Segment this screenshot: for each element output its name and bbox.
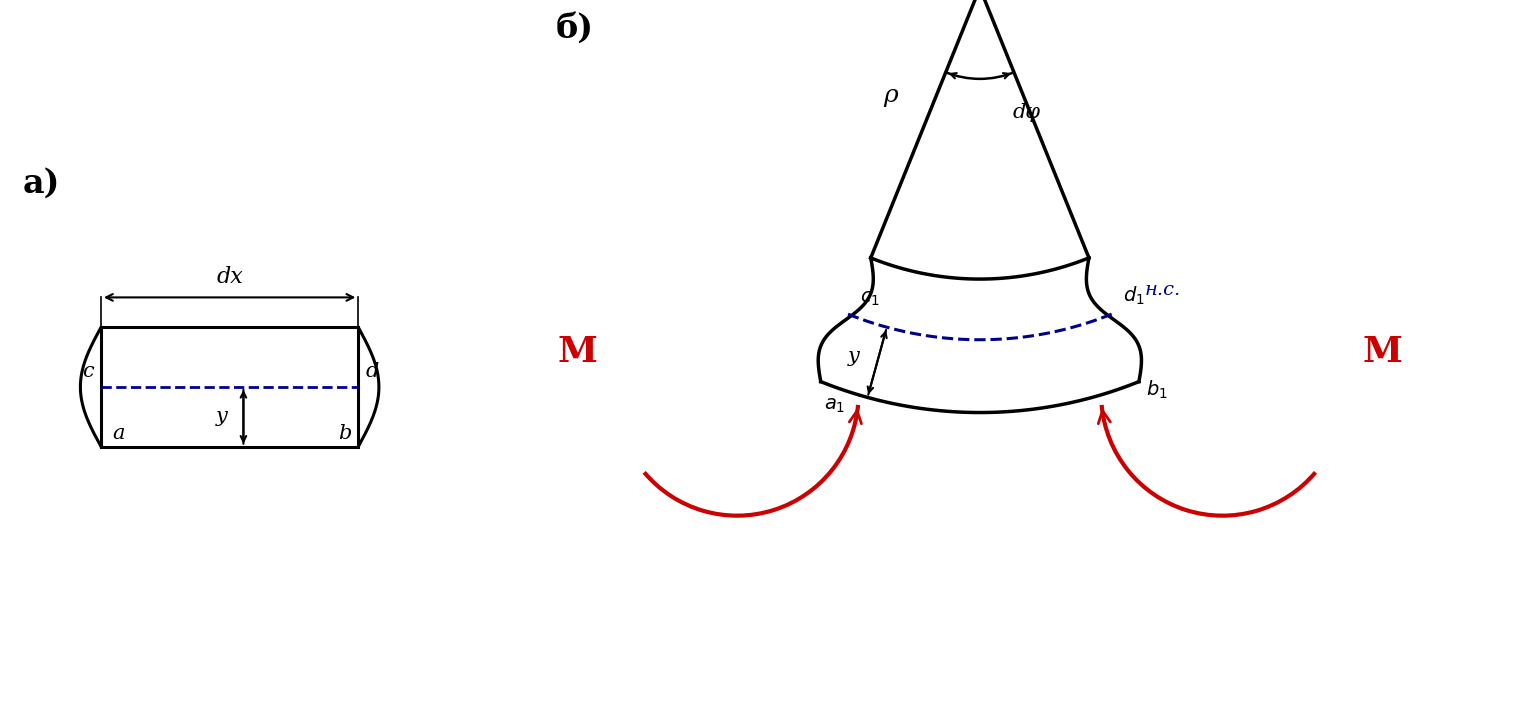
Text: M: M <box>557 335 597 369</box>
Text: c: c <box>83 363 95 381</box>
Text: б): б) <box>556 12 592 45</box>
Text: y: y <box>216 408 228 427</box>
Text: a: a <box>113 424 126 443</box>
Text: a): a) <box>23 167 60 199</box>
Text: ρ: ρ <box>883 84 897 107</box>
Text: $d_1$: $d_1$ <box>1122 285 1144 306</box>
Text: d: d <box>366 363 378 381</box>
Text: dx: dx <box>216 266 243 288</box>
Text: $a_1$: $a_1$ <box>824 397 845 415</box>
Text: b: b <box>338 424 352 443</box>
Text: $b_1$: $b_1$ <box>1147 379 1168 401</box>
Text: y: y <box>848 347 859 365</box>
Text: $c_1$: $c_1$ <box>860 290 880 308</box>
Text: н.c.: н.c. <box>1145 281 1182 299</box>
Text: dφ: dφ <box>1012 103 1041 122</box>
Text: M: M <box>1363 335 1402 369</box>
